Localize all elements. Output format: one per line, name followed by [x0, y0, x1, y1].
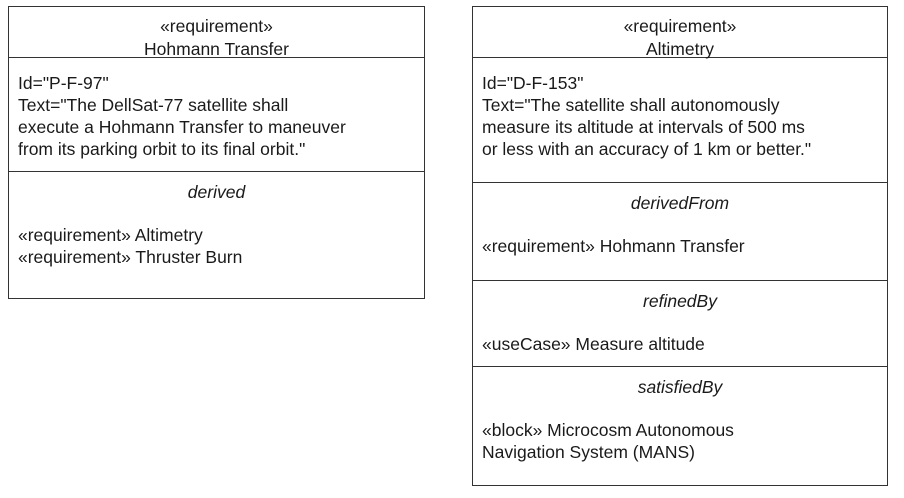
requirement-properties: Id="P-F-97" Text="The DellSat-77 satelli…	[9, 58, 424, 172]
related-element[interactable]: «requirement» Altimetry	[18, 225, 203, 245]
requirement-text-line: Text="The DellSat-77 satellite shall	[18, 95, 289, 115]
requirement-altimetry[interactable]: «requirement» Altimetry Id="D-F-153" Tex…	[472, 6, 888, 486]
requirement-text-line: execute a Hohmann Transfer to maneuver	[18, 117, 346, 137]
requirement-header: «requirement» Hohmann Transfer	[9, 7, 424, 59]
requirement-text-line: or less with an accuracy of 1 km or bett…	[482, 139, 812, 159]
related-element[interactable]: «useCase» Measure altitude	[482, 334, 705, 354]
related-element[interactable]: Navigation System (MANS)	[482, 442, 695, 462]
requirement-name: Hohmann Transfer	[144, 39, 289, 59]
section-title: derived	[187, 182, 246, 202]
section-title: refinedBy	[643, 291, 717, 311]
relationship-section-derived: derived «requirement» Altimetry «require…	[9, 172, 424, 297]
related-element[interactable]: «requirement» Thruster Burn	[18, 247, 243, 267]
requirement-name: Altimetry	[645, 39, 715, 59]
requirement-id: Id="D-F-153"	[482, 73, 584, 93]
requirement-text-line: from its parking orbit to its final orbi…	[18, 139, 306, 159]
requirement-text-line: Text="The satellite shall autonomously	[482, 95, 780, 115]
section-title: derivedFrom	[630, 193, 730, 213]
requirement-id: Id="P-F-97"	[18, 73, 109, 93]
related-element[interactable]: «requirement» Hohmann Transfer	[482, 236, 745, 256]
stereotype-label: «requirement»	[160, 16, 273, 36]
requirement-properties: Id="D-F-153" Text="The satellite shall a…	[473, 58, 887, 183]
relationship-section-refined-by: refinedBy «useCase» Measure altitude	[473, 281, 887, 367]
requirement-header: «requirement» Altimetry	[473, 7, 887, 59]
relationship-section-derived-from: derivedFrom «requirement» Hohmann Transf…	[473, 183, 887, 281]
stereotype-label: «requirement»	[623, 16, 737, 36]
section-title: satisfiedBy	[637, 377, 723, 397]
requirement-hohmann-transfer[interactable]: «requirement» Hohmann Transfer Id="P-F-9…	[8, 6, 425, 299]
relationship-section-satisfied-by: satisfiedBy «block» Microcosm Autonomous…	[473, 367, 887, 484]
related-element[interactable]: «block» Microcosm Autonomous	[482, 420, 734, 440]
requirement-text-line: measure its altitude at intervals of 500…	[482, 117, 805, 137]
